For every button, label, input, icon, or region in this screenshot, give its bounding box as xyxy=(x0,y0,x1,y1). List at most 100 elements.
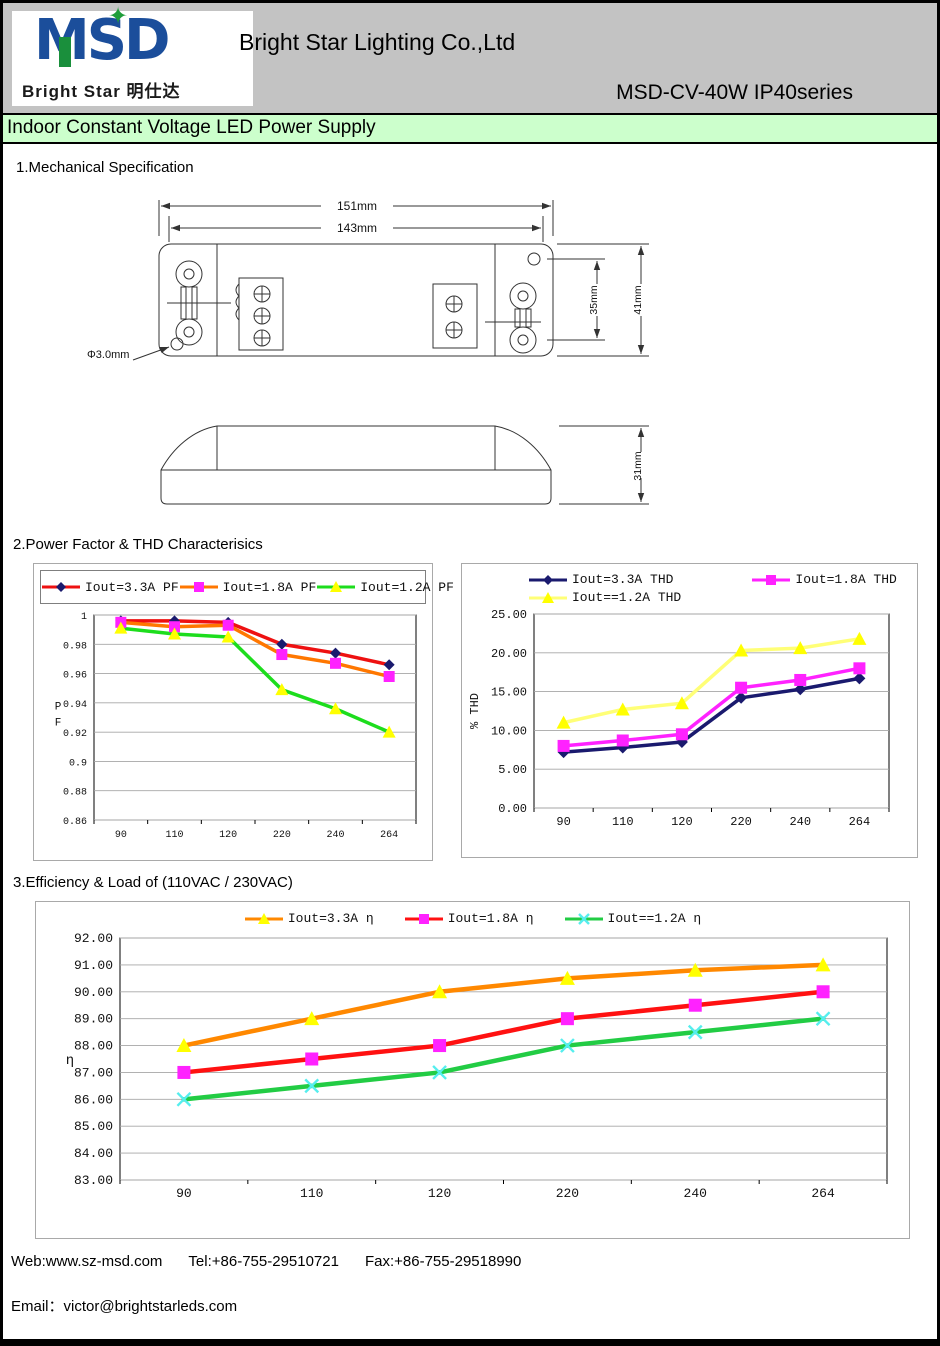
svg-text:240: 240 xyxy=(326,830,344,841)
legend-item: Iout=3.3A η xyxy=(244,911,374,926)
dimension-label: 143mm xyxy=(337,221,377,235)
svg-text:25.00: 25.00 xyxy=(491,608,527,622)
svg-text:90: 90 xyxy=(115,830,127,841)
legend-item: Iout=1.8A THD xyxy=(751,572,897,587)
legend-item: Iout=3.3A THD xyxy=(528,572,673,587)
svg-text:90: 90 xyxy=(176,1186,192,1201)
dimension-label: 151mm xyxy=(337,199,377,213)
legend-swatch xyxy=(529,591,567,603)
legend-item: Iout=1.2A PF xyxy=(316,580,454,595)
legend-item: Iout==1.2A η xyxy=(564,911,702,926)
section-2-heading: 2.Power Factor & THD Characterisics xyxy=(13,536,263,553)
svg-text:85.00: 85.00 xyxy=(74,1119,113,1134)
svg-text:240: 240 xyxy=(684,1186,707,1201)
svg-text:% THD: % THD xyxy=(468,693,482,729)
svg-text:87.00: 87.00 xyxy=(74,1065,113,1080)
chart-plot: 92.00 91.00 90.00 89.00 88.00 87.00 86.00 85.00… xyxy=(36,926,909,1226)
svg-text:120: 120 xyxy=(219,830,237,841)
logo-brand-text: MSD xyxy=(34,8,171,73)
svg-text:88.00: 88.00 xyxy=(74,1039,113,1054)
chart-legend: Iout=3.3A THD Iout=1.8A THD Iout==1.2A THD xyxy=(462,564,917,605)
svg-text:1: 1 xyxy=(81,612,87,623)
svg-text:264: 264 xyxy=(380,830,398,841)
legend-row: Iout=3.3A PF Iout=1.8A PF Iout=1.2A PF xyxy=(41,571,454,603)
dimension-label: 41mm xyxy=(632,285,644,314)
pf-chart: Iout=3.3A PF Iout=1.8A PF Iout=1.2A PF 1 0.… xyxy=(33,563,454,861)
footer-tel: Tel:+86-755-29510721 xyxy=(188,1253,339,1270)
svg-text:220: 220 xyxy=(273,830,291,841)
efficiency-chart: Iout=3.3A η Iout=1.8A η Iout==1.2A η 92.00… xyxy=(35,901,910,1239)
legend-swatch xyxy=(404,913,443,924)
legend-row: Iout==1.2A THD xyxy=(528,590,917,605)
legend-swatch xyxy=(752,574,791,585)
svg-text:120: 120 xyxy=(428,1186,451,1201)
legend-swatch xyxy=(564,912,603,925)
product-series: MSD-CV-40W IP40series xyxy=(616,81,853,104)
legend-label: Iout=1.8A PF xyxy=(222,579,317,595)
legend-label: Iout=3.3A PF xyxy=(85,579,179,595)
legend-item: Iout=3.3A PF xyxy=(41,580,179,595)
pf-thd-charts-row: Iout=3.3A PF Iout=1.8A PF Iout=1.2A PF 1 0.… xyxy=(33,563,937,861)
svg-text:15.00: 15.00 xyxy=(491,686,527,700)
svg-text:110: 110 xyxy=(300,1186,323,1201)
legend-item: Iout==1.2A THD xyxy=(528,590,681,605)
footer-fax: Fax:+86-755-29518990 xyxy=(364,1253,522,1270)
dimension-label: 31mm xyxy=(632,451,644,480)
svg-text:0.9: 0.9 xyxy=(69,758,87,769)
svg-text:83.00: 83.00 xyxy=(74,1173,113,1188)
svg-text:0.96: 0.96 xyxy=(63,671,87,682)
logo-green-bar xyxy=(59,37,71,67)
svg-text:120: 120 xyxy=(671,815,693,829)
section-3-heading: 3.Efficiency & Load of (110VAC / 230VAC) xyxy=(13,874,293,891)
dimension-label: Φ3.0mm xyxy=(87,349,129,361)
svg-text:0.86: 0.86 xyxy=(63,817,87,828)
svg-text:240: 240 xyxy=(789,815,811,829)
footer: Web:www.sz-msd.com Tel:+86-755-29510721 Fa… xyxy=(11,1253,937,1316)
legend-label: Iout=3.3A THD xyxy=(572,572,674,587)
svg-text:264: 264 xyxy=(811,1186,835,1201)
svg-text:10.00: 10.00 xyxy=(491,724,527,738)
svg-text:220: 220 xyxy=(556,1186,579,1201)
svg-text:0.88: 0.88 xyxy=(63,788,87,799)
svg-text:84.00: 84.00 xyxy=(74,1146,113,1161)
legend-row: Iout=3.3A η Iout=1.8A η Iout==1.2A η xyxy=(36,911,909,926)
legend-label: Iout=1.2A PF xyxy=(360,579,454,595)
svg-text:110: 110 xyxy=(612,815,634,829)
legend-item: Iout=1.8A PF xyxy=(179,579,317,595)
svg-text:110: 110 xyxy=(165,830,183,841)
svg-text:92.00: 92.00 xyxy=(74,931,113,946)
chart-plot: 1 0.98 0.96 0.94 0.92 0.9 0.88 0.86 90 110 120 220 2… xyxy=(34,606,432,856)
company-logo: MSD ✦ Bright Star 明仕达 xyxy=(12,3,253,106)
legend-label: Iout=1.8A THD xyxy=(795,572,897,587)
legend-label: Iout=1.8A η xyxy=(447,911,534,926)
company-title: Bright Star Lighting Co.,Ltd xyxy=(239,29,516,55)
footer-contact-line: Web:www.sz-msd.com Tel:+86-755-29510721 Fa… xyxy=(11,1253,937,1270)
dimension-label: 35mm xyxy=(588,285,600,314)
header: MSD ✦ Bright Star 明仕达 Bright Star Lighti… xyxy=(3,3,937,115)
legend-swatch xyxy=(317,581,356,592)
footer-email: Email：victor@brightstarleds.com xyxy=(11,1298,238,1315)
legend-row: Iout=3.3A THD Iout=1.8A THD xyxy=(528,572,917,587)
star-icon: ✦ xyxy=(108,3,129,30)
chart-plot: 25.00 20.00 15.00 10.00 5.00 0.00 90 110 120 220 2… xyxy=(462,608,917,844)
thd-chart: Iout=3.3A THD Iout=1.8A THD Iout==1.2A THD… xyxy=(461,563,918,858)
svg-text:0.98: 0.98 xyxy=(63,641,87,652)
legend-swatch xyxy=(529,574,567,585)
svg-text:η: η xyxy=(66,1053,74,1069)
legend-label: Iout=3.3A η xyxy=(287,911,374,926)
legend-label: Iout==1.2A η xyxy=(607,911,702,926)
svg-text:220: 220 xyxy=(730,815,752,829)
legend-item: Iout=1.8A η xyxy=(404,911,534,926)
page-title: Indoor Constant Voltage LED Power Supply xyxy=(3,115,937,144)
svg-text:90.00: 90.00 xyxy=(74,985,113,1000)
footer-web: Web:www.sz-msd.com xyxy=(11,1253,163,1270)
section-1-heading: 1.Mechanical Specification xyxy=(16,159,194,176)
chart-legend: Iout=3.3A η Iout=1.8A η Iout==1.2A η xyxy=(36,902,909,926)
svg-text:F: F xyxy=(55,718,62,730)
svg-text:0.94: 0.94 xyxy=(63,700,87,711)
svg-text:0.92: 0.92 xyxy=(63,729,87,740)
svg-text:90: 90 xyxy=(556,815,570,829)
legend-label: Iout==1.2A THD xyxy=(572,590,682,605)
chart-legend: Iout=3.3A PF Iout=1.8A PF Iout=1.2A PF xyxy=(40,570,454,604)
